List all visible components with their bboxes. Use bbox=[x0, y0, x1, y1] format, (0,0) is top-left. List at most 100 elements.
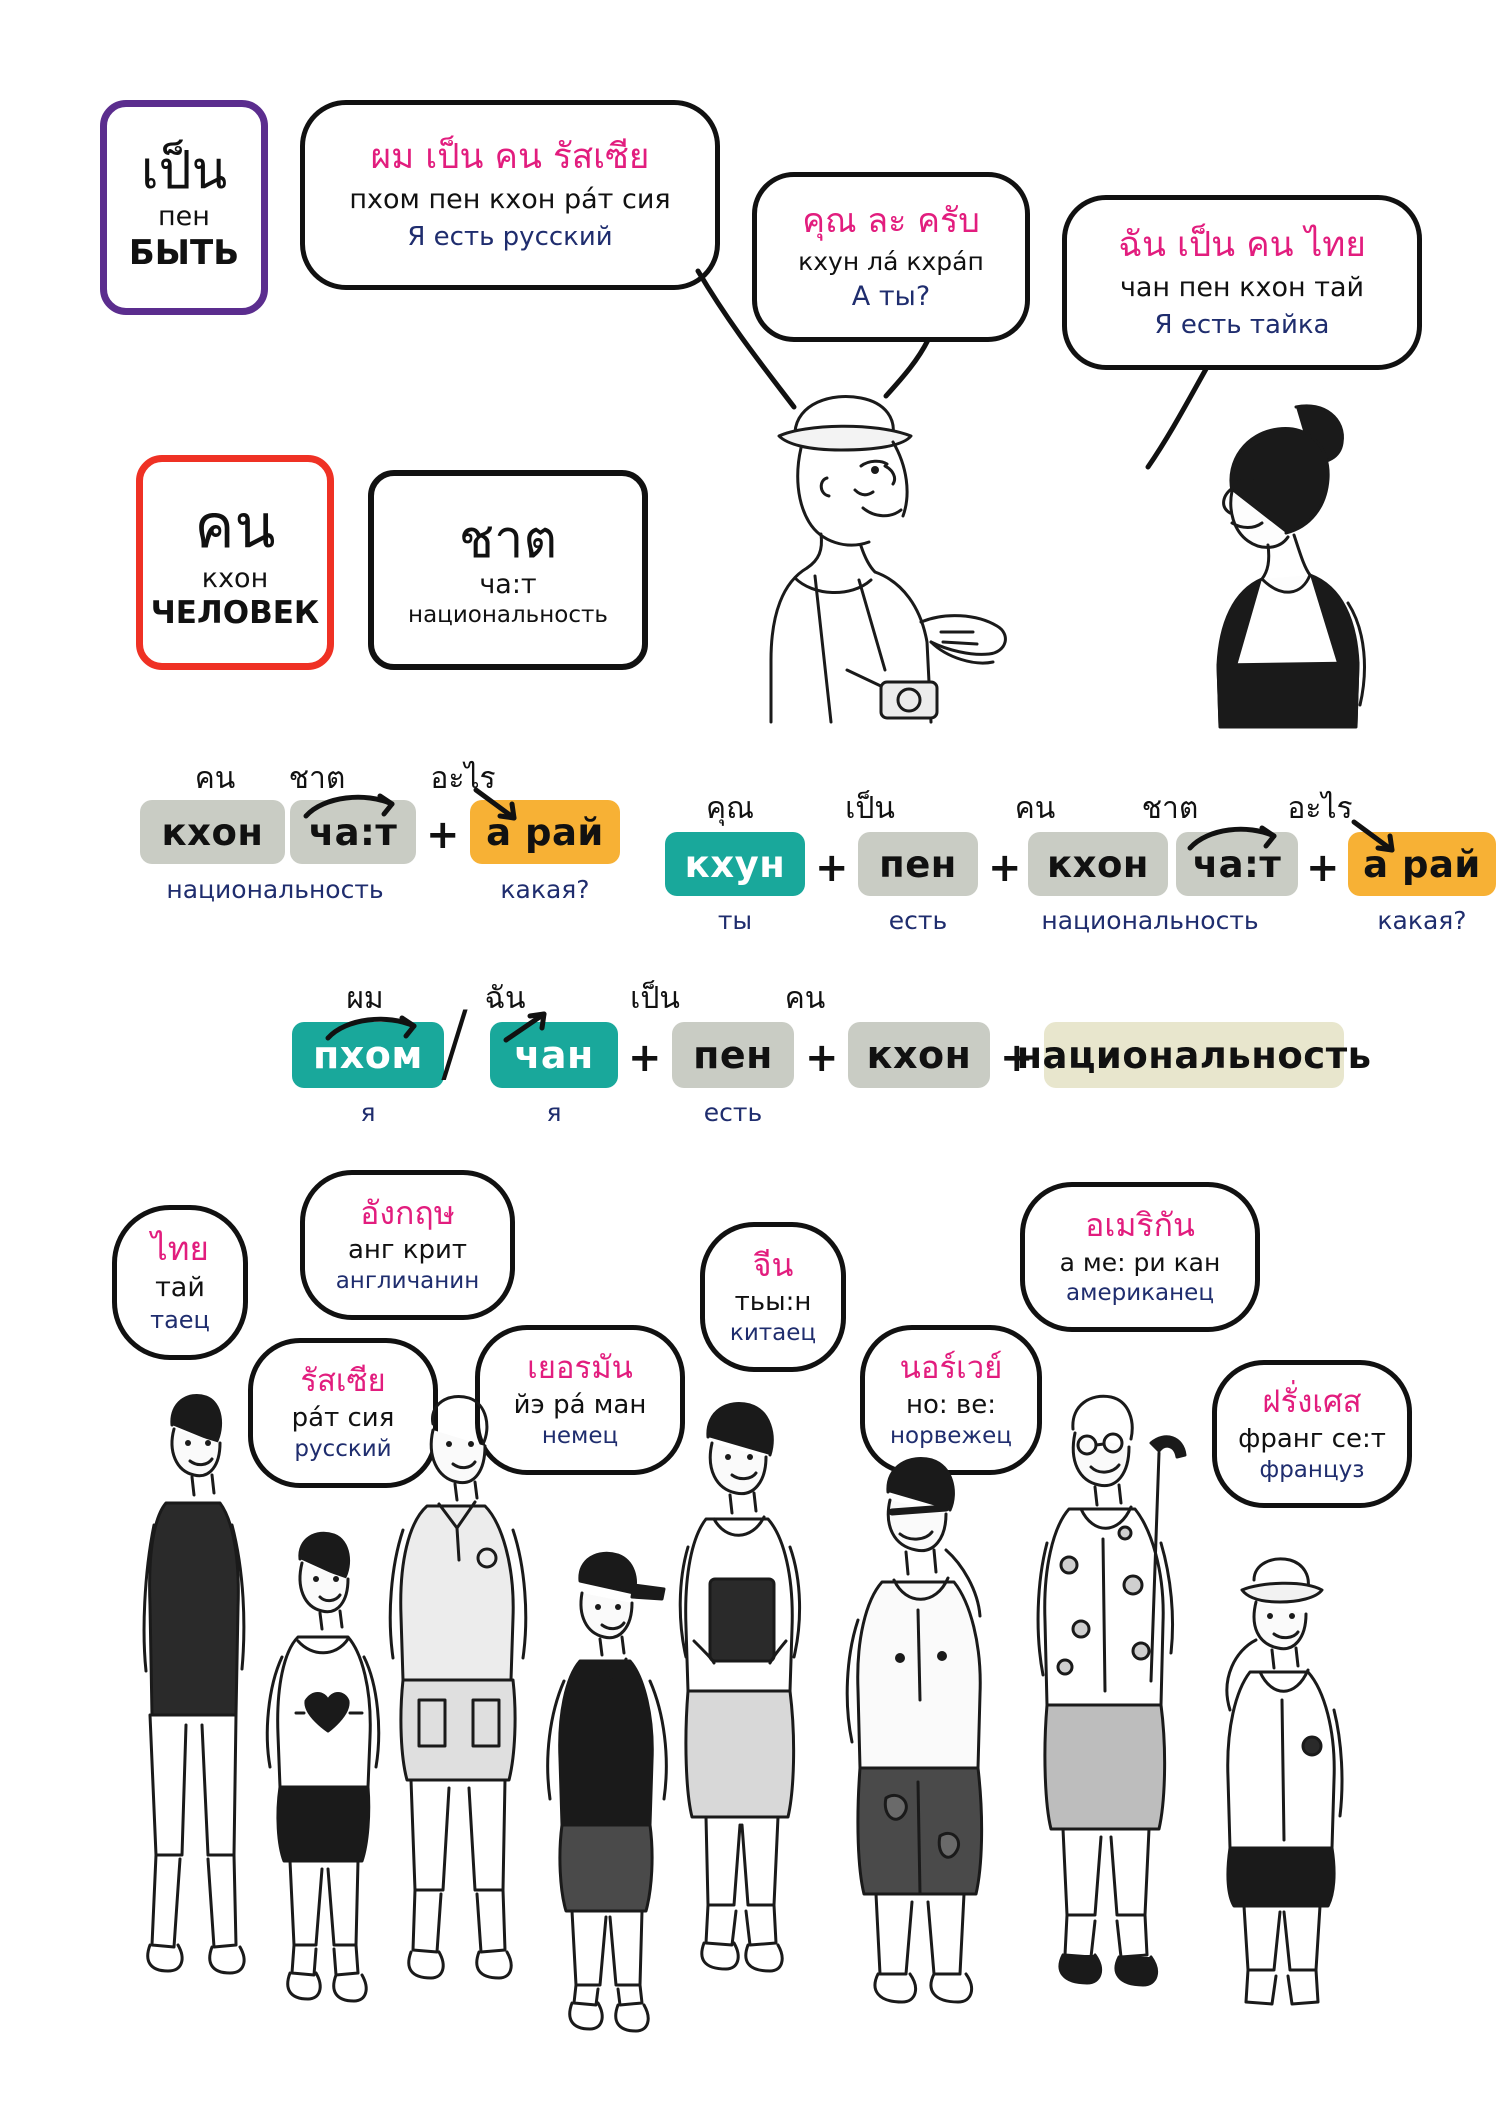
formula-left-thai-2: อะไร bbox=[430, 761, 496, 796]
formula-right-ru-2: национальность bbox=[1041, 906, 1259, 935]
speech-bubble-woman-thai: ฉัน เป็น คน ไทย чан пен кхон тай Я есть … bbox=[1062, 195, 1422, 370]
formula-right-thai-1: เป็น bbox=[845, 791, 895, 826]
bubble-russian-1: Я есть русский bbox=[407, 222, 613, 253]
formula-bottom-chip-0: пхом bbox=[292, 1022, 444, 1088]
nat-american-thai: อเมริกัน bbox=[1085, 1206, 1195, 1245]
formula-left-chip-0: кхон bbox=[140, 800, 285, 864]
keyword-box-khon: คน кхон ЧЕЛОВЕК bbox=[136, 455, 334, 670]
nat-french-translit: франг се:т bbox=[1238, 1423, 1386, 1454]
nat-french-russian: француз bbox=[1259, 1456, 1365, 1483]
bubble-tail-1 bbox=[695, 268, 797, 410]
formula-right-chip-4: а рай bbox=[1348, 832, 1496, 896]
keyword-thai-khon: คน bbox=[194, 491, 276, 562]
formula-left-chip-1: ча:т bbox=[290, 800, 416, 864]
keyword-box-chat: ชาต ча:т национальность bbox=[368, 470, 648, 670]
keyword-russian-khon: ЧЕЛОВЕК bbox=[150, 594, 320, 631]
figure-group-swim-man bbox=[830, 1450, 1010, 2025]
bubble-thai-2: คุณ ละ ครับ bbox=[802, 200, 980, 241]
nat-german-thai: เยอรมัน bbox=[527, 1350, 633, 1387]
formula-bottom-chip-4: национальность bbox=[1016, 1022, 1371, 1088]
speech-bubble-man-question: คุณ ละ ครับ кхун ла́ кхра́п А ты? bbox=[752, 172, 1030, 342]
figure-group-woman-tablet bbox=[660, 1395, 820, 2015]
nat-american-translit: а ме: ри кан bbox=[1059, 1248, 1221, 1278]
nat-german-translit: йэ ра́ ман bbox=[513, 1389, 647, 1420]
formula-bottom-thai-3: คน bbox=[784, 981, 826, 1016]
formula-bottom-ru-0: я bbox=[360, 1098, 376, 1127]
nat-chinese-translit: тьы:н bbox=[734, 1287, 812, 1318]
formula-right-thai-0: คุณ bbox=[706, 791, 754, 826]
keyword-thai-chat: ชาต bbox=[458, 509, 558, 570]
formula-left-ru-2: какая? bbox=[500, 875, 590, 904]
nat-chinese-russian: китаец bbox=[729, 1320, 817, 1347]
formula-left-thai-0: คน bbox=[194, 761, 236, 796]
figure-group-hawaiian-man bbox=[1025, 1385, 1200, 2025]
bubble-translit-1: пхом пен кхон ра́т сия bbox=[349, 184, 671, 216]
formula-right-plus-2: + bbox=[1306, 845, 1340, 891]
formula-bottom-thai-0: ผม bbox=[346, 981, 384, 1016]
keyword-russian-chat: национальность bbox=[408, 602, 608, 629]
figure-group-cap-boy bbox=[530, 1545, 680, 2035]
nat-thai-thai: ไทย bbox=[151, 1229, 209, 1269]
formula-bottom-plus-2: + bbox=[1000, 1035, 1034, 1081]
formula-bottom-separator: / bbox=[440, 993, 469, 1093]
formula-bottom-chip-3: кхон bbox=[848, 1022, 990, 1088]
keyword-translit-pen: пен bbox=[158, 200, 210, 232]
nat-american-russian: американец bbox=[1066, 1279, 1214, 1306]
formula-bottom-thai-1: ฉัน bbox=[484, 981, 526, 1016]
nat-english-translit: анг крит bbox=[347, 1235, 468, 1266]
formula-bottom-chip-2: пен bbox=[672, 1022, 794, 1088]
nationality-bubble-chinese: จีน тьы:н китаец bbox=[700, 1222, 846, 1372]
nat-english-russian: англичанин bbox=[335, 1268, 480, 1295]
speech-bubble-man-russian: ผม เป็น คน รัสเซีย пхом пен кхон ра́т си… bbox=[300, 100, 720, 290]
keyword-box-pen: เป็น пен БЫТЬ bbox=[100, 100, 268, 315]
figure-tourist-man bbox=[735, 370, 1035, 730]
nat-english-thai: อังกฤษ bbox=[360, 1193, 455, 1232]
formula-right-thai-4: อะไร bbox=[1287, 791, 1353, 826]
formula-right-plus-0: + bbox=[815, 845, 849, 891]
keyword-translit-khon: кхон bbox=[201, 562, 269, 594]
nat-chinese-thai: จีน bbox=[752, 1245, 794, 1284]
formula-bottom-ru-1: я bbox=[546, 1098, 562, 1127]
bubble-russian-3: Я есть тайка bbox=[1154, 309, 1330, 340]
keyword-thai-pen: เป็น bbox=[140, 141, 228, 202]
bubble-russian-2: А ты? bbox=[851, 281, 931, 313]
formula-right-chip-0: кхун bbox=[665, 832, 805, 896]
formula-bottom-ru-2: есть bbox=[703, 1098, 763, 1127]
formula-right-ru-1: есть bbox=[888, 906, 948, 935]
bubble-thai-3: ฉัน เป็น คน ไทย bbox=[1118, 224, 1366, 265]
figure-thai-woman bbox=[1170, 395, 1400, 735]
formula-right-chip-1: пен bbox=[858, 832, 978, 896]
formula-bottom-plus-1: + bbox=[805, 1035, 839, 1081]
formula-right-thai-2: คน bbox=[1014, 791, 1056, 826]
figure-group-hat-man bbox=[1200, 1550, 1360, 2030]
keyword-translit-chat: ча:т bbox=[479, 569, 537, 601]
formula-left-plus-0: + bbox=[426, 812, 460, 858]
bubble-tail-2 bbox=[883, 337, 931, 399]
formula-right-thai-3: ชาต bbox=[1141, 791, 1199, 826]
nat-norwegian-translit: но: ве: bbox=[905, 1389, 996, 1420]
nationality-bubble-norwegian: นอร์เวย์ но: ве: норвежец bbox=[860, 1325, 1042, 1475]
nat-norwegian-thai: นอร์เวย์ bbox=[899, 1350, 1003, 1387]
bubble-translit-2: кхун ла́ кхра́п bbox=[798, 246, 984, 276]
nat-thai-translit: тай bbox=[155, 1272, 205, 1304]
figure-group-boy-tshirt bbox=[250, 1525, 400, 2035]
nationality-bubble-american: อเมริกัน а ме: ри кан американец bbox=[1020, 1182, 1260, 1332]
bubble-translit-3: чан пен кхон тай bbox=[1119, 271, 1365, 303]
figure-group-polo-man bbox=[375, 1390, 545, 2015]
formula-right-plus-1: + bbox=[988, 845, 1022, 891]
formula-right-chip-3: ча:т bbox=[1176, 832, 1298, 896]
nationality-bubble-german: เยอรมัน йэ ра́ ман немец bbox=[475, 1325, 685, 1475]
nationality-bubble-thai: ไทย тай таец bbox=[112, 1205, 248, 1360]
nat-thai-russian: таец bbox=[150, 1306, 210, 1335]
formula-bottom-chip-1: чан bbox=[490, 1022, 618, 1088]
nat-russian-russian: русский bbox=[294, 1435, 392, 1462]
formula-left-chip-2: а рай bbox=[470, 800, 620, 864]
formula-right-ru-4: какая? bbox=[1377, 906, 1467, 935]
formula-bottom-thai-2: เป็น bbox=[630, 981, 680, 1016]
nationality-bubble-french: ฝรั่งเศส франг се:т француз bbox=[1212, 1360, 1412, 1508]
nationality-bubble-english: อังกฤษ анг крит англичанин bbox=[300, 1170, 515, 1320]
nat-french-thai: ฝรั่งเศส bbox=[1262, 1384, 1362, 1421]
nat-norwegian-russian: норвежец bbox=[890, 1422, 1012, 1449]
formula-left-ru-0: национальность bbox=[166, 875, 384, 904]
